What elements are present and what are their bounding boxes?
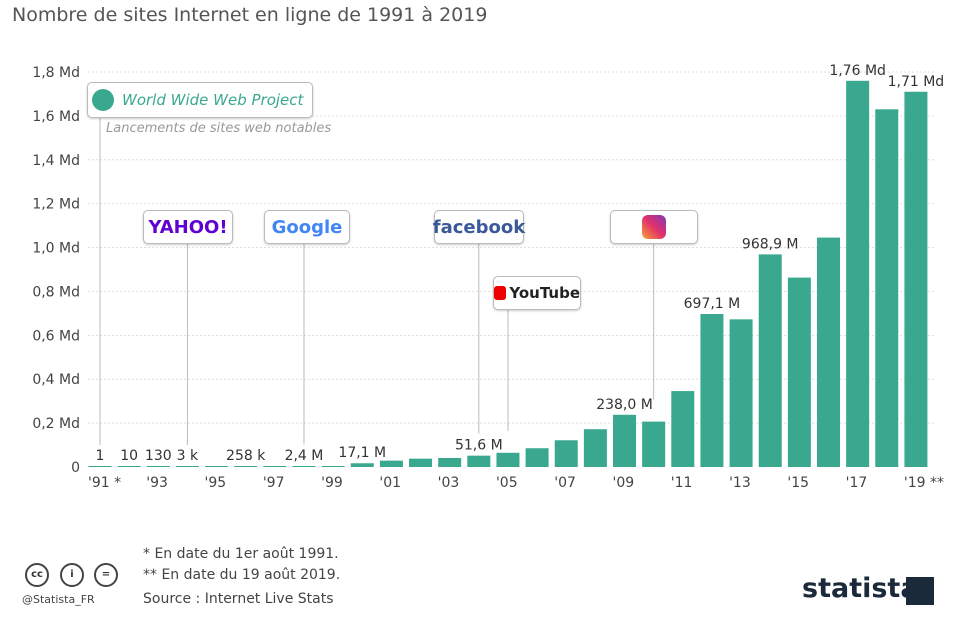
noderivs-icon: = <box>94 563 118 587</box>
attribution-icon: i <box>60 563 84 587</box>
bar-2013 <box>729 319 753 467</box>
statista-logo: statista <box>802 573 919 604</box>
bar-2010 <box>642 421 666 467</box>
x-tick-label: '17 <box>846 475 868 491</box>
x-tick-label: '15 <box>787 475 809 491</box>
bar-2012 <box>700 314 724 467</box>
x-tick-label: '97 <box>263 475 285 491</box>
bar-2004 <box>467 455 491 467</box>
x-tick-label: '13 <box>729 475 751 491</box>
youtube-logo: YouTube <box>493 276 581 310</box>
yahoo-logo: YAHOO! <box>143 210 233 244</box>
x-tick-label: '03 <box>438 475 460 491</box>
y-tick-label: 0,2 Md <box>32 416 80 432</box>
bar-2011 <box>671 391 695 467</box>
chart-title: Nombre de sites Internet en ligne de 199… <box>12 4 488 26</box>
bar-2007 <box>554 440 578 467</box>
x-tick-label: '07 <box>554 475 576 491</box>
data-label: 1 <box>96 448 105 464</box>
annotation-caption: Lancements de sites web notables <box>106 121 332 136</box>
bar-2019 <box>904 91 928 467</box>
bar-2000 <box>350 463 374 467</box>
data-label: 238,0 M <box>596 397 653 413</box>
bar-2014 <box>758 254 782 467</box>
y-tick-label: 1,2 Md <box>32 197 80 213</box>
bar-2018 <box>875 109 899 468</box>
x-tick-label: '95 <box>205 475 227 491</box>
bar-2016 <box>817 237 840 467</box>
bar-2015 <box>787 277 811 467</box>
y-tick-label: 0 <box>71 460 80 476</box>
y-tick-label: 0,4 Md <box>32 372 80 388</box>
www-annotation: World Wide Web Project <box>87 82 313 118</box>
y-tick-label: 1,0 Md <box>32 241 80 257</box>
bar-2001 <box>379 460 403 467</box>
y-tick-label: 1,8 Md <box>32 65 80 81</box>
bar-1998 <box>292 466 316 467</box>
bar-1999 <box>321 466 345 467</box>
x-tick-label: '93 <box>146 475 168 491</box>
footnote-1: * En date du 1er août 1991. <box>143 546 339 562</box>
data-label: 1,71 Md <box>888 74 945 90</box>
data-label: 258 k <box>226 448 266 464</box>
data-label: 10 <box>120 448 138 464</box>
x-tick-label: '11 <box>671 475 693 491</box>
bar-1991 <box>88 466 112 467</box>
x-tick-label: '91 * <box>88 475 121 491</box>
y-tick-label: 0,8 Md <box>32 284 80 300</box>
y-tick-label: 1,6 Md <box>32 109 80 125</box>
globe-icon <box>92 89 114 111</box>
bar-1996 <box>234 466 258 467</box>
footnote-2: ** En date du 19 août 2019. <box>143 567 341 583</box>
source: Source : Internet Live Stats <box>143 591 334 607</box>
cc-icon: cc <box>25 563 49 587</box>
bar-2003 <box>438 458 462 467</box>
bar-1993 <box>146 466 170 467</box>
statista-mark-icon <box>906 577 934 605</box>
bar-1992 <box>117 466 141 467</box>
bar-2017 <box>846 80 870 468</box>
bar-2009 <box>613 414 637 467</box>
google-logo: Google <box>264 210 350 244</box>
data-label: 3 k <box>177 448 199 464</box>
play-icon <box>494 286 507 300</box>
data-label: 51,6 M <box>455 438 503 454</box>
data-label: 2,4 M <box>285 448 324 464</box>
bar-2005 <box>496 452 520 467</box>
bar-2008 <box>583 429 607 467</box>
data-label: 697,1 M <box>684 296 741 312</box>
www-label: World Wide Web Project <box>122 91 304 109</box>
x-tick-label: '19 ** <box>904 475 944 491</box>
data-label: 1,76 Md <box>829 63 886 79</box>
bar-2002 <box>409 458 433 467</box>
instagram-icon <box>642 215 666 239</box>
bar-2006 <box>525 448 549 467</box>
data-label: 968,9 M <box>742 236 799 252</box>
x-tick-label: '99 <box>321 475 343 491</box>
x-tick-label: '05 <box>496 475 518 491</box>
data-label: 130 <box>145 448 172 464</box>
twitter-handle[interactable]: @Statista_FR <box>22 593 95 606</box>
bar-1994 <box>175 466 199 467</box>
instagram-logo <box>610 210 698 244</box>
data-label: 17,1 M <box>338 445 386 461</box>
x-tick-label: '01 <box>379 475 401 491</box>
y-tick-label: 0,6 Md <box>32 328 80 344</box>
facebook-logo: facebook <box>433 210 525 244</box>
bar-1997 <box>263 466 287 467</box>
x-tick-label: '09 <box>613 475 635 491</box>
bar-1995 <box>205 466 229 467</box>
y-tick-label: 1,4 Md <box>32 153 80 169</box>
